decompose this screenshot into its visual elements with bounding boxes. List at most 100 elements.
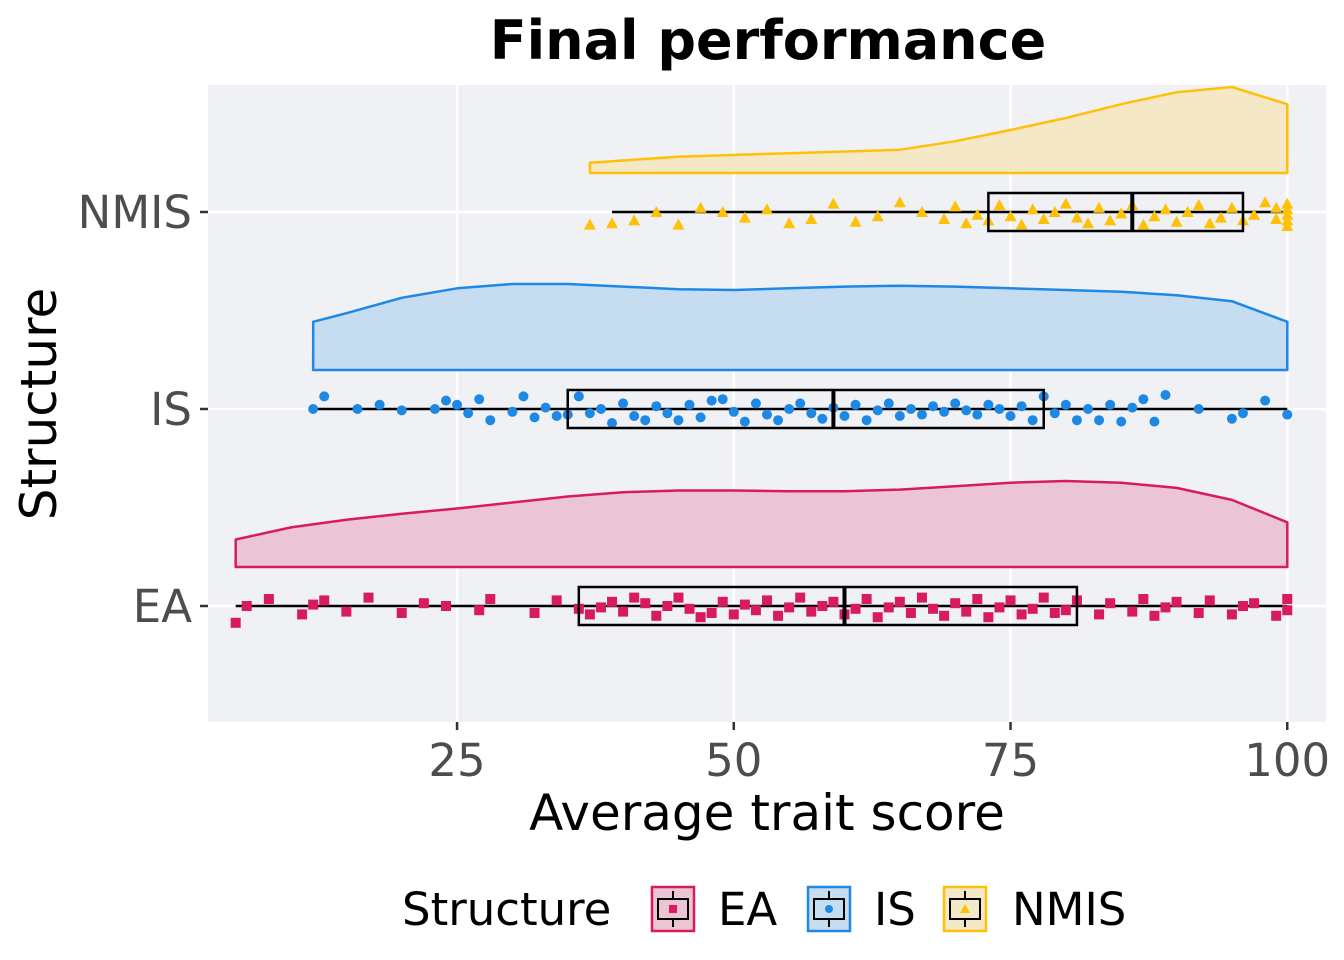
point-is-23 xyxy=(640,415,651,426)
point-is-41 xyxy=(839,411,850,421)
point-ea-61 xyxy=(1094,609,1105,620)
plot-panel xyxy=(208,85,1326,722)
point-is-7 xyxy=(452,399,463,410)
point-nmis-52 xyxy=(1281,197,1294,209)
point-is-8 xyxy=(463,408,474,419)
point-ea-59 xyxy=(1060,605,1071,616)
point-ea-9 xyxy=(418,598,429,609)
point-is-56 xyxy=(1005,411,1016,421)
point-ea-21 xyxy=(640,598,651,609)
point-is-53 xyxy=(972,409,983,420)
point-nmis-2 xyxy=(628,214,641,226)
point-ea-66 xyxy=(1160,602,1171,613)
point-ea-23 xyxy=(662,601,673,611)
point-is-66 xyxy=(1116,416,1127,427)
point-is-37 xyxy=(795,398,806,409)
point-is-31 xyxy=(728,406,739,417)
point-nmis-17 xyxy=(949,200,962,212)
point-nmis-15 xyxy=(915,206,928,217)
point-is-73 xyxy=(1237,408,1248,419)
point-ea-20 xyxy=(629,592,640,603)
point-ea-16 xyxy=(584,609,595,620)
x-axis-title: Average trait score xyxy=(529,784,1005,842)
point-is-4 xyxy=(396,405,407,416)
y-tick-label-IS: IS xyxy=(150,383,192,436)
point-is-21 xyxy=(618,398,629,409)
box-is xyxy=(566,388,1045,430)
point-nmis-3 xyxy=(650,206,663,217)
point-ea-48 xyxy=(939,610,950,621)
point-ea-56 xyxy=(1027,603,1038,614)
point-nmis-8 xyxy=(761,203,773,215)
point-ea-10 xyxy=(440,601,451,611)
point-ea-12 xyxy=(485,594,496,604)
point-is-33 xyxy=(750,398,761,409)
legend: Structure EA IS NMIS xyxy=(402,883,1126,936)
point-is-57 xyxy=(1016,401,1027,412)
boxplots xyxy=(566,191,1245,627)
point-ea-4 xyxy=(308,599,319,610)
point-is-44 xyxy=(872,405,883,416)
density-ea xyxy=(234,479,1289,569)
x-axis: 25 50 75 100 xyxy=(428,722,1330,787)
jitter-points xyxy=(230,196,1294,628)
point-is-51 xyxy=(950,398,961,409)
point-nmis-16 xyxy=(938,213,951,224)
point-nmis-0 xyxy=(583,218,596,230)
point-is-0 xyxy=(308,404,319,414)
point-is-54 xyxy=(983,399,994,410)
legend-key-marker-ea xyxy=(669,905,677,913)
point-is-69 xyxy=(1149,416,1160,427)
point-ea-62 xyxy=(1105,598,1116,609)
x-tick-label-50: 50 xyxy=(705,734,762,787)
density-clouds xyxy=(234,85,1289,569)
point-nmis-47 xyxy=(1270,201,1283,213)
point-nmis-42 xyxy=(1225,201,1238,213)
point-is-64 xyxy=(1094,415,1105,426)
point-ea-38 xyxy=(828,596,839,607)
point-is-2 xyxy=(352,404,363,414)
point-is-25 xyxy=(662,408,673,419)
point-nmis-32 xyxy=(1115,207,1128,219)
point-ea-30 xyxy=(739,599,750,610)
point-is-9 xyxy=(474,394,485,405)
point-nmis-51 xyxy=(1281,203,1294,215)
point-ea-74 xyxy=(1282,605,1293,616)
point-ea-45 xyxy=(905,608,916,618)
point-is-63 xyxy=(1083,404,1094,414)
legend-label-nmis: NMIS xyxy=(1012,883,1126,936)
point-nmis-29 xyxy=(1082,217,1095,229)
point-nmis-39 xyxy=(1192,199,1205,210)
point-ea-6 xyxy=(341,606,352,617)
point-ea-44 xyxy=(894,596,905,607)
point-is-32 xyxy=(739,416,750,427)
point-is-22 xyxy=(629,411,640,421)
point-is-20 xyxy=(607,418,618,428)
point-nmis-31 xyxy=(1104,214,1117,226)
x-tick-label-25: 25 xyxy=(428,734,485,787)
point-nmis-23 xyxy=(1015,218,1028,230)
box-ea xyxy=(577,585,1079,627)
point-is-71 xyxy=(1193,404,1204,414)
point-nmis-9 xyxy=(783,217,796,229)
point-ea-37 xyxy=(817,601,828,611)
point-ea-27 xyxy=(706,608,717,618)
point-ea-8 xyxy=(396,608,407,618)
point-is-12 xyxy=(518,391,529,402)
point-is-30 xyxy=(717,394,728,405)
point-nmis-14 xyxy=(893,196,906,208)
point-is-70 xyxy=(1160,390,1171,400)
point-is-6 xyxy=(440,395,451,406)
point-nmis-28 xyxy=(1070,211,1083,223)
point-is-47 xyxy=(905,404,916,414)
point-is-74 xyxy=(1260,395,1271,406)
point-is-68 xyxy=(1138,394,1149,405)
x-tick-label-75: 75 xyxy=(982,734,1039,787)
point-nmis-4 xyxy=(672,218,685,230)
point-ea-57 xyxy=(1038,592,1049,603)
point-is-27 xyxy=(684,399,695,410)
point-is-72 xyxy=(1226,413,1237,424)
point-nmis-19 xyxy=(971,208,984,220)
point-is-26 xyxy=(673,415,684,426)
